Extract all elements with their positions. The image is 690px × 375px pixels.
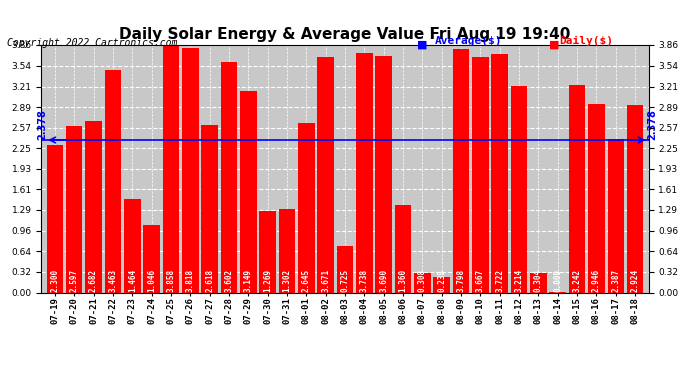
Bar <box>259 211 276 292</box>
Bar <box>453 49 469 292</box>
Text: 3.667: 3.667 <box>476 269 485 292</box>
Text: 2.618: 2.618 <box>205 269 214 292</box>
Bar <box>201 124 218 292</box>
Text: 3.149: 3.149 <box>244 269 253 292</box>
Bar <box>66 126 83 292</box>
Bar <box>144 225 160 292</box>
Text: 3.858: 3.858 <box>166 269 175 292</box>
Text: 1.269: 1.269 <box>263 269 272 292</box>
Text: Daily($): Daily($) <box>559 36 613 46</box>
Text: 0.308: 0.308 <box>418 269 427 292</box>
Bar <box>279 209 295 292</box>
Text: 2.946: 2.946 <box>592 269 601 292</box>
Bar <box>375 56 392 292</box>
Text: ■: ■ <box>549 39 559 50</box>
Bar <box>472 57 489 292</box>
Bar <box>491 54 508 292</box>
Bar <box>588 104 604 292</box>
Text: 3.463: 3.463 <box>108 269 117 292</box>
Bar <box>511 86 527 292</box>
Bar <box>395 205 411 292</box>
Text: 3.722: 3.722 <box>495 269 504 292</box>
Bar <box>317 57 334 292</box>
Bar <box>86 120 102 292</box>
Bar <box>240 91 257 292</box>
Bar <box>124 199 141 292</box>
Bar <box>569 85 585 292</box>
Text: 2.378: 2.378 <box>37 109 48 140</box>
Text: 2.387: 2.387 <box>611 269 620 292</box>
Title: Daily Solar Energy & Average Value Fri Aug 19 19:40: Daily Solar Energy & Average Value Fri A… <box>119 27 571 42</box>
Text: 3.214: 3.214 <box>515 269 524 292</box>
Text: 0.009: 0.009 <box>553 269 562 292</box>
Text: 3.738: 3.738 <box>360 269 369 292</box>
Text: 2.924: 2.924 <box>631 269 640 292</box>
Bar <box>298 123 315 292</box>
Bar <box>337 246 353 292</box>
Bar <box>163 45 179 292</box>
Bar <box>414 273 431 292</box>
Text: 1.360: 1.360 <box>399 269 408 292</box>
Text: 0.235: 0.235 <box>437 269 446 292</box>
Text: 3.798: 3.798 <box>457 269 466 292</box>
Text: 2.300: 2.300 <box>50 269 59 292</box>
Bar <box>607 140 624 292</box>
Bar <box>627 105 643 292</box>
Text: 3.818: 3.818 <box>186 269 195 292</box>
Text: Copyright 2022 Cartronics.com: Copyright 2022 Cartronics.com <box>7 38 177 48</box>
Text: ■: ■ <box>417 39 428 50</box>
Bar <box>433 278 450 292</box>
Bar <box>356 53 373 292</box>
Bar <box>105 70 121 292</box>
Bar <box>182 48 199 292</box>
Text: 2.682: 2.682 <box>89 269 98 292</box>
Text: 1.046: 1.046 <box>147 269 156 292</box>
Text: 2.645: 2.645 <box>302 269 310 292</box>
Bar <box>221 62 237 292</box>
Text: 1.302: 1.302 <box>282 269 291 292</box>
Text: 3.242: 3.242 <box>573 269 582 292</box>
Bar <box>47 145 63 292</box>
Text: 0.304: 0.304 <box>534 269 543 292</box>
Text: 1.464: 1.464 <box>128 269 137 292</box>
Text: 3.690: 3.690 <box>380 269 388 292</box>
Bar <box>530 273 546 292</box>
Text: 2.378: 2.378 <box>647 109 658 140</box>
Text: 0.725: 0.725 <box>340 269 350 292</box>
Text: 2.597: 2.597 <box>70 269 79 292</box>
Text: Average($): Average($) <box>435 36 502 46</box>
Text: 3.602: 3.602 <box>224 269 233 292</box>
Text: 3.671: 3.671 <box>321 269 330 292</box>
